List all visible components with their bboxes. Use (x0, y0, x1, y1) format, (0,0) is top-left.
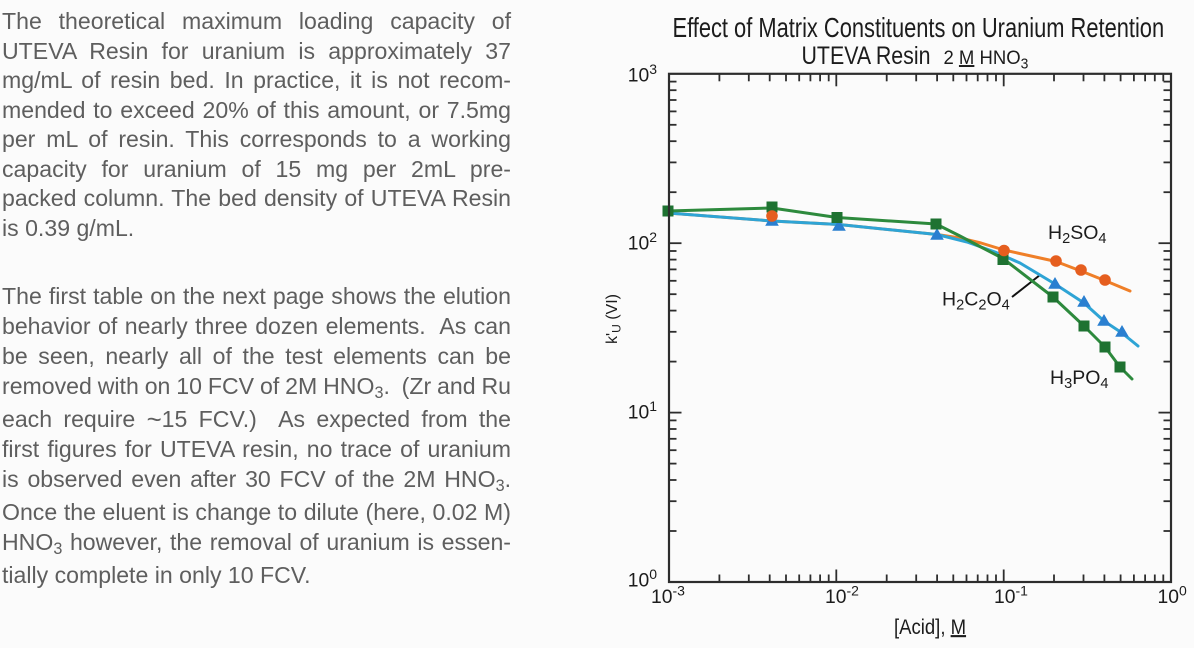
svg-text:H3PO4: H3PO4 (1050, 367, 1109, 392)
svg-text:H2C2O4: H2C2O4 (942, 289, 1010, 314)
svg-text:k'U (VI): k'U (VI) (604, 294, 624, 344)
svg-text:103: 103 (628, 61, 657, 87)
svg-text:100: 100 (628, 566, 657, 592)
svg-text:10-2: 10-2 (825, 583, 859, 609)
svg-text:2 M HNO3: 2 M HNO3 (944, 48, 1029, 73)
svg-text:100: 100 (1158, 583, 1187, 609)
svg-text:10-3: 10-3 (651, 583, 685, 609)
svg-text:UTEVA Resin: UTEVA Resin (802, 42, 931, 70)
svg-text:H2SO4: H2SO4 (1048, 222, 1107, 247)
svg-text:Effect of Matrix Constituents: Effect of Matrix Constituents on Uranium… (673, 12, 1165, 43)
svg-text:101: 101 (628, 398, 657, 424)
svg-text:[Acid], M: [Acid], M (894, 616, 966, 639)
svg-text:10-1: 10-1 (994, 583, 1028, 609)
svg-text:102: 102 (628, 229, 657, 255)
